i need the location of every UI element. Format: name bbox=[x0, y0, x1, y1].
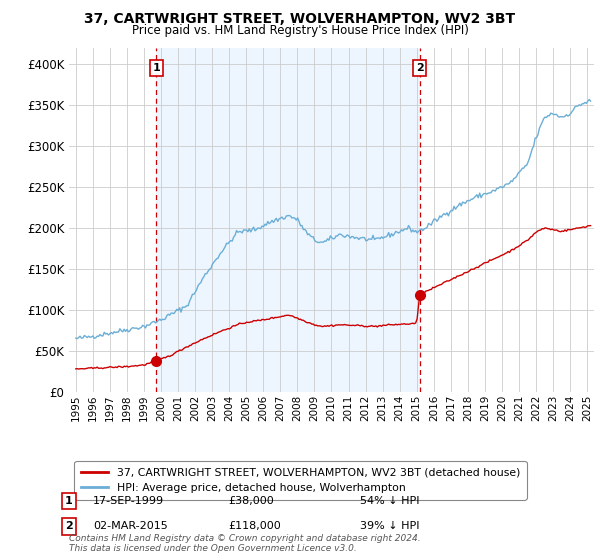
Text: Contains HM Land Registry data © Crown copyright and database right 2024.
This d: Contains HM Land Registry data © Crown c… bbox=[69, 534, 421, 553]
Text: 54% ↓ HPI: 54% ↓ HPI bbox=[360, 496, 419, 506]
Legend: 37, CARTWRIGHT STREET, WOLVERHAMPTON, WV2 3BT (detached house), HPI: Average pri: 37, CARTWRIGHT STREET, WOLVERHAMPTON, WV… bbox=[74, 461, 527, 500]
Bar bbox=[156, 48, 419, 392]
Text: Price paid vs. HM Land Registry's House Price Index (HPI): Price paid vs. HM Land Registry's House … bbox=[131, 24, 469, 36]
Text: 1: 1 bbox=[65, 496, 73, 506]
Text: 02-MAR-2015: 02-MAR-2015 bbox=[93, 521, 168, 531]
Text: 2: 2 bbox=[65, 521, 73, 531]
Text: 1: 1 bbox=[152, 63, 160, 73]
Text: 2: 2 bbox=[416, 63, 424, 73]
Text: 37, CARTWRIGHT STREET, WOLVERHAMPTON, WV2 3BT: 37, CARTWRIGHT STREET, WOLVERHAMPTON, WV… bbox=[85, 12, 515, 26]
Text: 39% ↓ HPI: 39% ↓ HPI bbox=[360, 521, 419, 531]
Text: £118,000: £118,000 bbox=[228, 521, 281, 531]
Text: 17-SEP-1999: 17-SEP-1999 bbox=[93, 496, 164, 506]
Text: £38,000: £38,000 bbox=[228, 496, 274, 506]
